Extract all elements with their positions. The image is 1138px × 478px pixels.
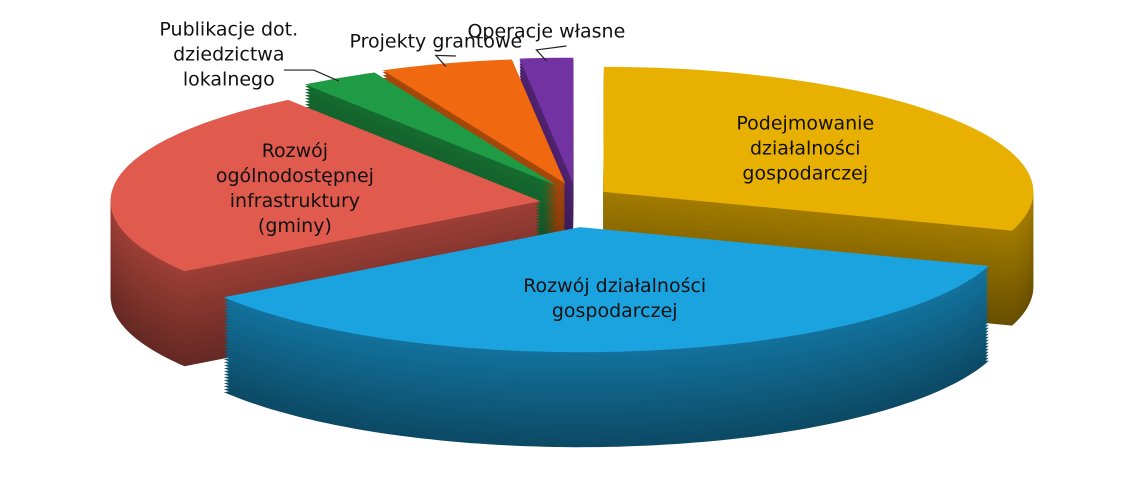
slice-label: Operacje własne [467, 20, 626, 43]
slice [603, 66, 1034, 231]
slice [304, 72, 558, 186]
leader-line [434, 54, 456, 67]
slice [382, 59, 566, 184]
slice-label: Publikacje dot. dziedzictwa lokalnego [159, 18, 299, 91]
slice [223, 227, 989, 353]
slice-label: Projekty grantowe [349, 30, 523, 53]
slice-label: Podejmowanie działalności gospodarczej [736, 112, 875, 185]
leader-line [283, 69, 340, 82]
leader-line [535, 45, 567, 62]
slice [519, 57, 574, 183]
slice-label: Rozwój ogólnodostępnej infrastruktury (g… [215, 139, 374, 237]
slice [110, 99, 541, 272]
slice-label: Rozwój działalności gospodarczej [523, 274, 707, 322]
